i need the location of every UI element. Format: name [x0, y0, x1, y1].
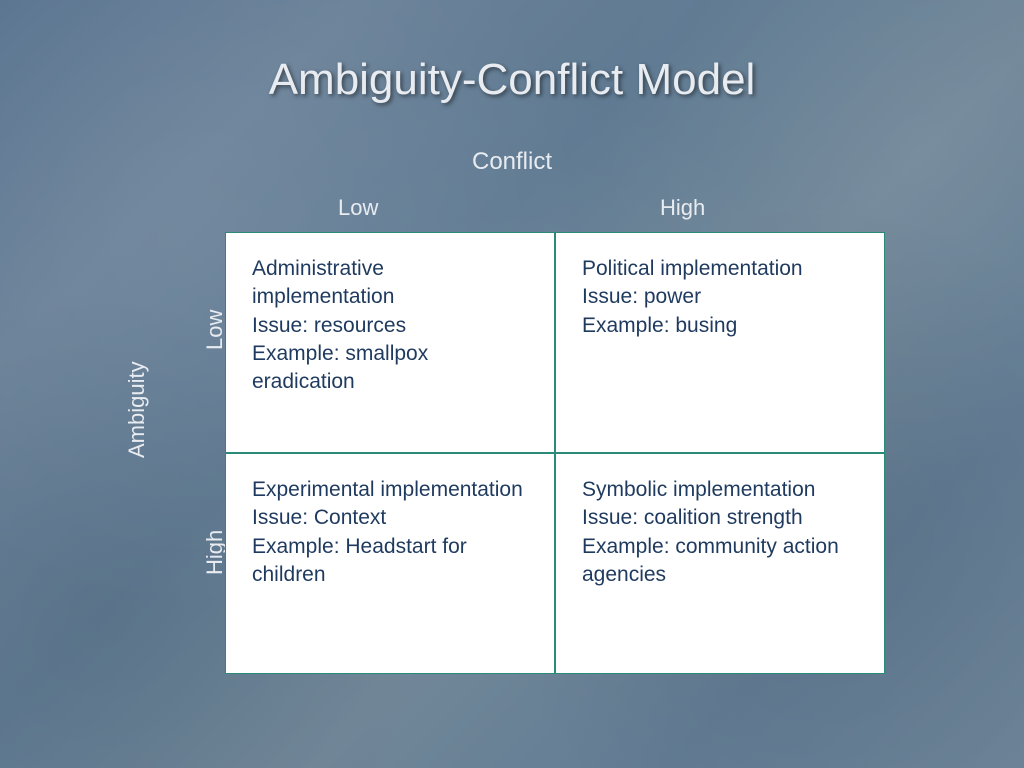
- cell-example: Example: Headstart for children: [252, 533, 528, 590]
- quadrant-top-right: Political implementation Issue: power Ex…: [555, 232, 885, 453]
- slide-title: Ambiguity-Conflict Model: [0, 55, 1024, 105]
- x-axis-title: Conflict: [0, 148, 1024, 176]
- slide: Ambiguity-Conflict Model Conflict Low Hi…: [0, 0, 1024, 768]
- cell-issue: Issue: resources: [252, 312, 528, 340]
- cell-example: Example: smallpox eradication: [252, 340, 528, 397]
- x-axis-label-low: Low: [338, 195, 378, 221]
- quadrant-top-left: Administrative implementation Issue: res…: [225, 232, 555, 453]
- cell-type: Symbolic implementation: [582, 476, 858, 504]
- quadrant-matrix: Administrative implementation Issue: res…: [225, 232, 885, 674]
- cell-issue: Issue: power: [582, 283, 858, 311]
- x-axis-label-high: High: [660, 195, 705, 221]
- quadrant-bottom-left: Experimental implementation Issue: Conte…: [225, 453, 555, 674]
- cell-issue: Issue: Context: [252, 504, 528, 532]
- cell-example: Example: busing: [582, 312, 858, 340]
- cell-type: Experimental implementation: [252, 476, 528, 504]
- y-axis-title: Ambiguity: [124, 361, 150, 458]
- cell-type: Administrative implementation: [252, 255, 528, 312]
- cell-type: Political implementation: [582, 255, 858, 283]
- quadrant-bottom-right: Symbolic implementation Issue: coalition…: [555, 453, 885, 674]
- cell-issue: Issue: coalition strength: [582, 504, 858, 532]
- cell-example: Example: community action agencies: [582, 533, 858, 590]
